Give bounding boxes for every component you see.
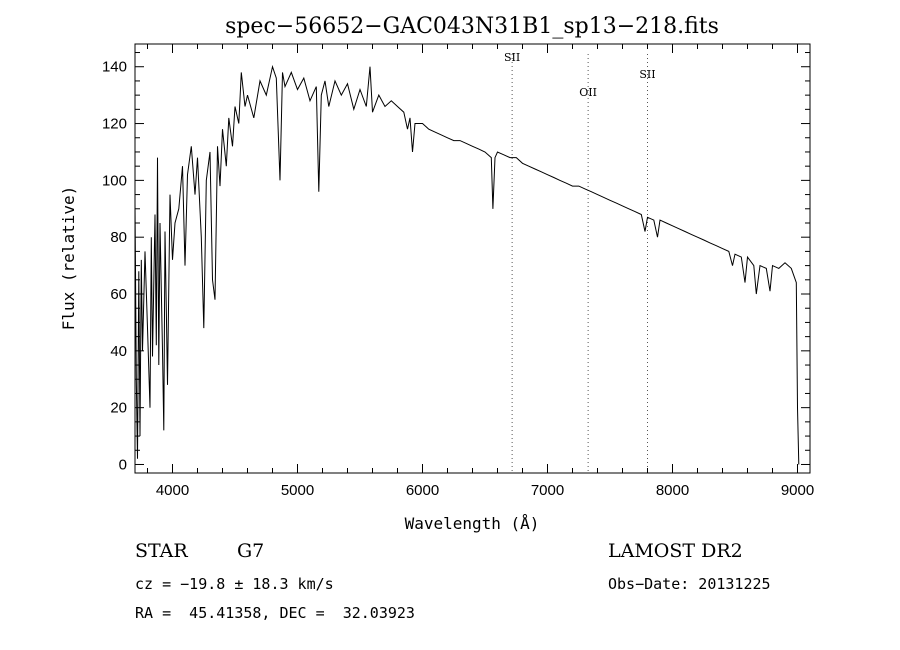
spectrum-series [134, 64, 800, 465]
y-tick-label: 20 [110, 400, 127, 417]
y-tick-label: 140 [102, 59, 127, 76]
redshift-cz: cz = −19.8 ± 18.3 km/s [135, 575, 334, 593]
survey-name: LAMOST DR2 [608, 540, 743, 562]
x-tick-label: 9000 [781, 482, 814, 499]
coordinates: RA = 45.41358, DEC = 32.03923 [135, 604, 415, 622]
x-tick-label: 8000 [656, 482, 689, 499]
marker-label-oii: OII [579, 86, 597, 99]
y-tick-label: 120 [102, 116, 127, 133]
y-tick-label: 100 [102, 172, 127, 189]
marker-label-sii: SII [639, 68, 655, 81]
axis-ticks [135, 44, 810, 473]
marker-label-sii: SII [504, 51, 520, 64]
chart-title: spec−56652−GAC043N31B1_sp13−218.fits [225, 14, 719, 39]
y-axis-label: Flux (relative) [59, 186, 78, 331]
observation-date: Obs−Date: 20131225 [608, 575, 771, 593]
plot-frame [134, 43, 811, 474]
spectrum-line-0 [134, 64, 800, 465]
object-class: STAR [135, 540, 188, 562]
spectral-line-markers: SII OII SII [504, 51, 656, 473]
axis-tick-labels: 4000 5000 6000 7000 8000 9000 0 20 40 60 80 100 120 1… [102, 59, 814, 499]
y-tick-label: 80 [110, 229, 127, 246]
x-axis-label: Wavelength (Å) [405, 514, 540, 533]
x-tick-label: 7000 [531, 482, 564, 499]
subclass: G7 [237, 540, 265, 562]
x-tick-label: 6000 [406, 482, 439, 499]
x-tick-label: 5000 [281, 482, 314, 499]
y-tick-label: 40 [110, 343, 127, 360]
x-tick-label: 4000 [156, 482, 189, 499]
y-tick-label: 0 [119, 456, 127, 473]
y-tick-label: 60 [110, 286, 127, 303]
